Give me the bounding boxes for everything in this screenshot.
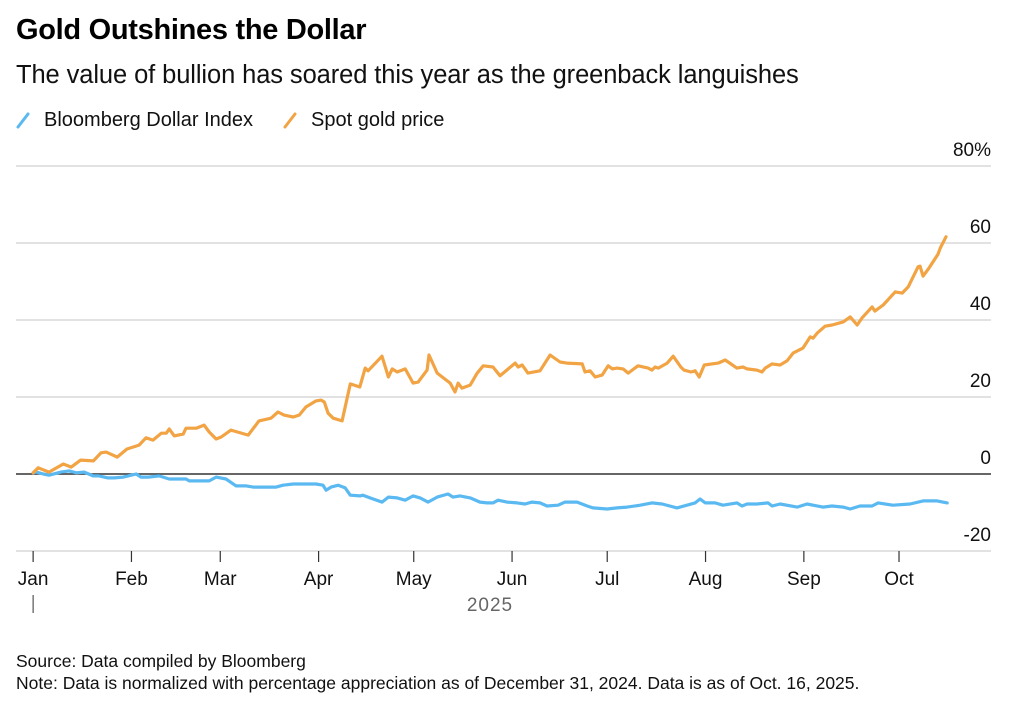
series-line-gold xyxy=(31,235,948,475)
footer: Source: Data compiled by Bloomberg Note:… xyxy=(16,650,859,694)
x-tick-label: Jan xyxy=(18,569,49,590)
series-lines xyxy=(31,235,949,511)
x-tick-label: Sep xyxy=(787,569,821,590)
x-axis: Jan Feb Mar Apr May Jun Jul Aug Sep Oct 2025 xyxy=(18,551,915,616)
chart-title: Gold Outshines the Dollar xyxy=(16,14,367,46)
series-line-dollar-index xyxy=(31,469,949,511)
x-tick-label: May xyxy=(396,569,432,590)
legend-label-gold: Spot gold price xyxy=(311,108,445,131)
y-tick-label: 40 xyxy=(970,294,991,315)
y-tick-label: 20 xyxy=(970,371,991,392)
y-tick-label: 60 xyxy=(970,217,991,238)
y-tick-label: 0 xyxy=(980,448,991,469)
legend-line-icon-dollar xyxy=(16,111,30,129)
y-axis-labels: 80% 60 40 20 0 -20 xyxy=(953,140,991,546)
legend-line-icon-gold xyxy=(283,111,297,129)
x-tick-label: Apr xyxy=(304,569,334,590)
y-tick-label: 80% xyxy=(953,140,991,161)
x-tick-label: Aug xyxy=(689,569,723,590)
x-tick-label: Mar xyxy=(204,569,237,590)
data-note: Note: Data is normalized with percentage… xyxy=(16,673,860,693)
legend-item-dollar-index: Bloomberg Dollar Index xyxy=(16,109,253,132)
source-note: Source: Data compiled by Bloomberg xyxy=(16,651,306,671)
chart-subtitle: The value of bullion has soared this yea… xyxy=(16,61,799,89)
x-axis-year-label: 2025 xyxy=(467,595,513,616)
y-tick-label: -20 xyxy=(964,525,991,546)
legend: Bloomberg Dollar Index Spot gold price xyxy=(16,106,474,134)
x-tick-label: Feb xyxy=(115,569,148,590)
x-tick-label: Oct xyxy=(884,569,914,590)
gridlines xyxy=(16,165,991,552)
legend-label-dollar-index: Bloomberg Dollar Index xyxy=(44,108,253,131)
legend-item-gold: Spot gold price xyxy=(283,109,444,132)
x-tick-label: Jun xyxy=(497,569,528,590)
x-tick-label: Jul xyxy=(595,569,619,590)
